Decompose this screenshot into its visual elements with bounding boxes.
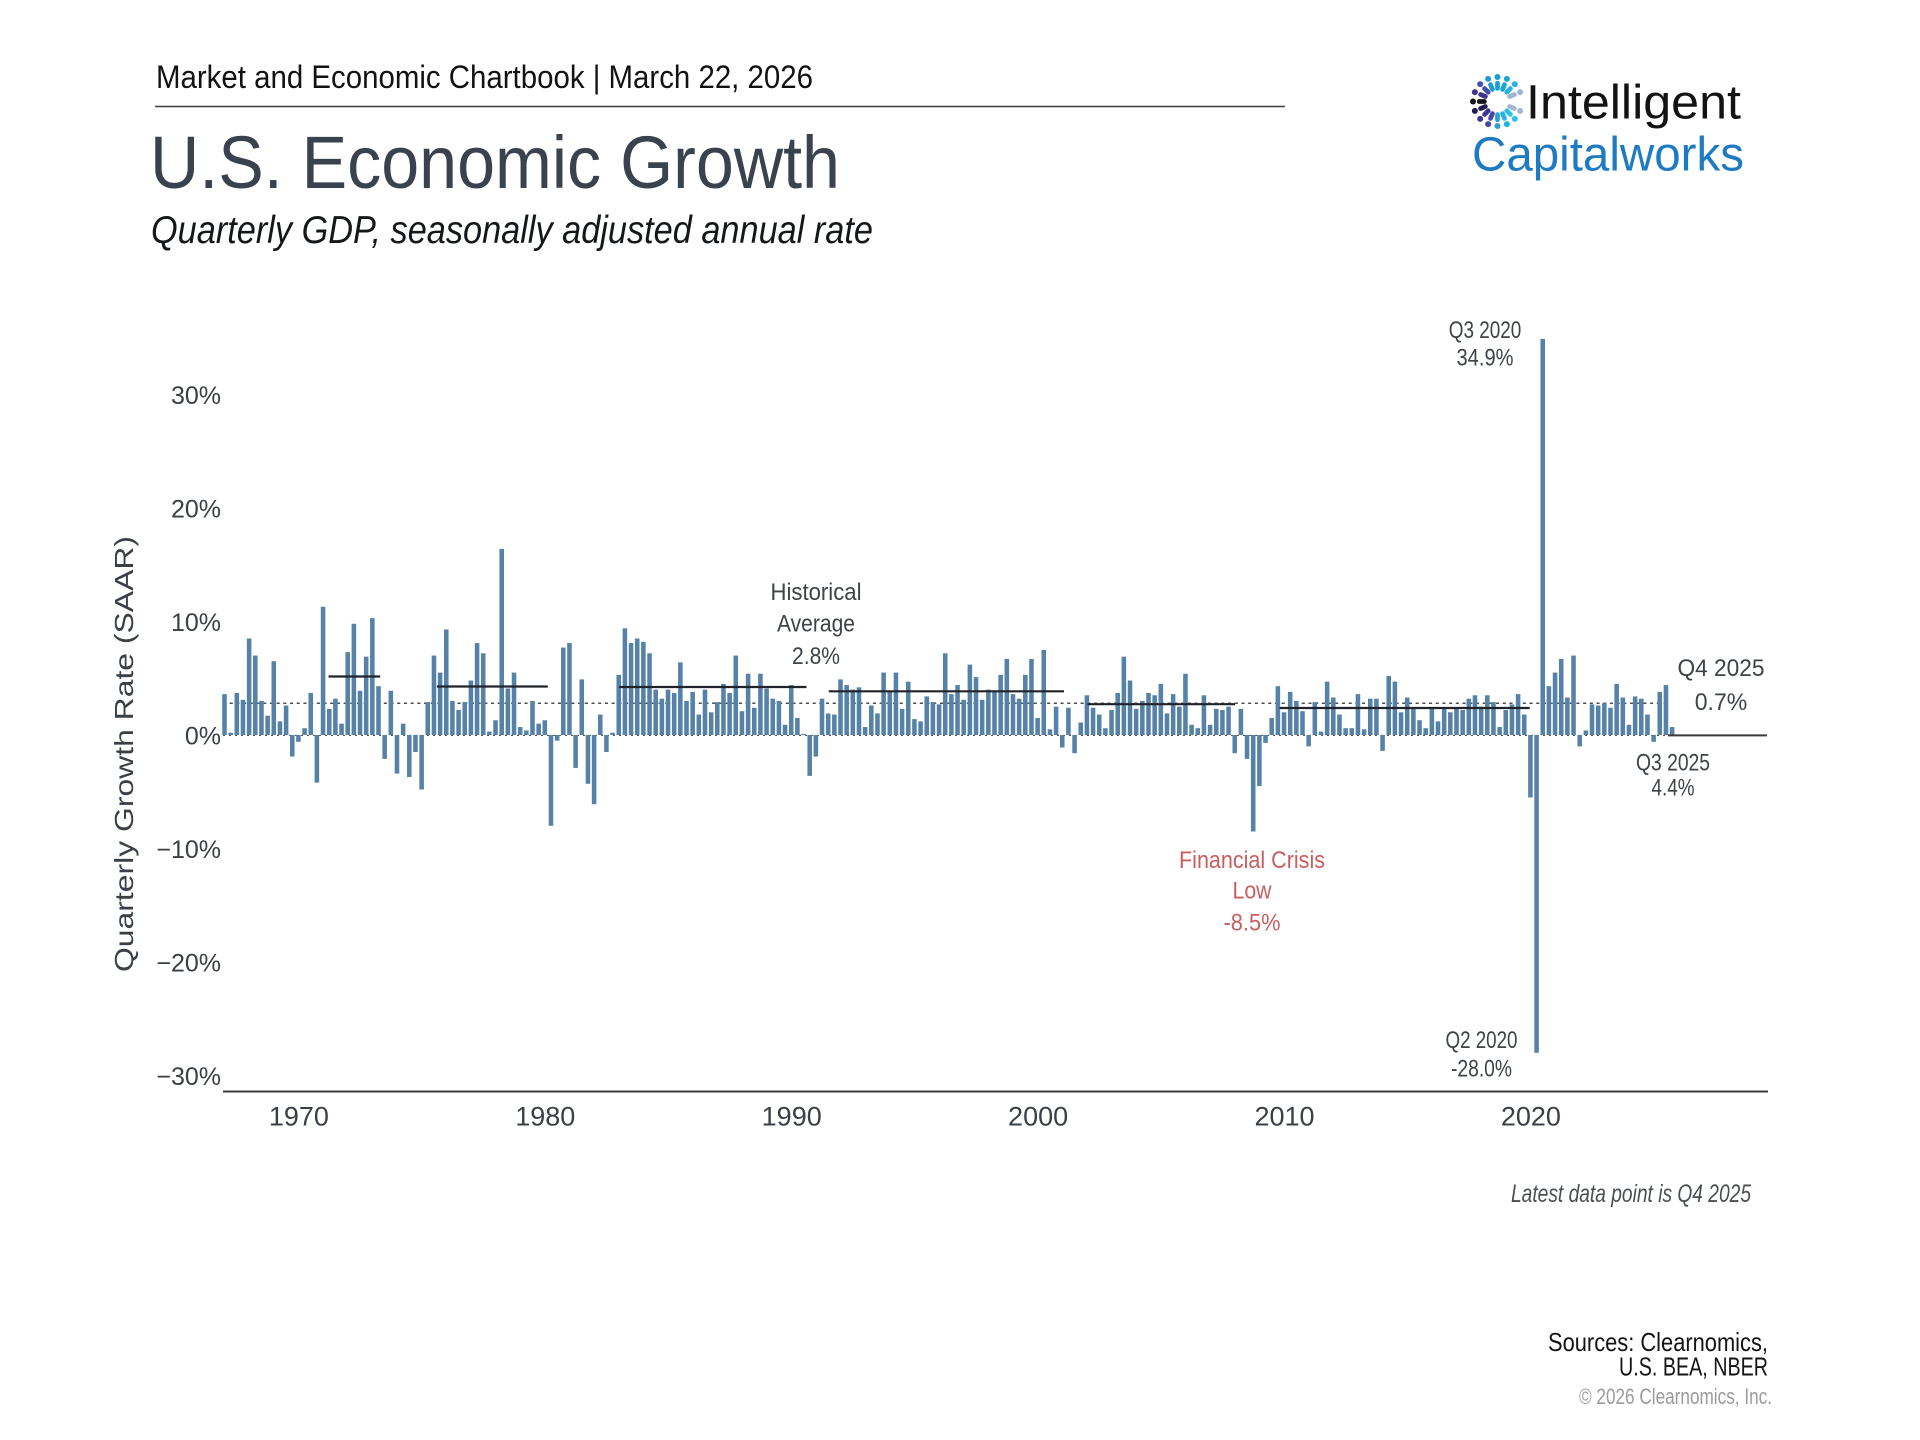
svg-text:−10%: −10% <box>156 836 221 864</box>
svg-text:30%: 30% <box>171 382 221 410</box>
svg-text:Latest data point is Q4 2025: Latest data point is Q4 2025 <box>1511 1180 1751 1208</box>
svg-text:2020: 2020 <box>1501 1102 1561 1132</box>
svg-text:Low: Low <box>1233 878 1273 905</box>
svg-text:0.7%: 0.7% <box>1695 689 1748 716</box>
svg-text:U.S. Economic Growth: U.S. Economic Growth <box>150 121 840 204</box>
svg-text:-28.0%: -28.0% <box>1451 1056 1512 1083</box>
svg-text:1980: 1980 <box>515 1102 575 1132</box>
svg-text:Q3 2020: Q3 2020 <box>1449 317 1522 344</box>
svg-text:Average: Average <box>777 611 855 638</box>
svg-text:34.9%: 34.9% <box>1457 345 1514 372</box>
svg-text:4.4%: 4.4% <box>1652 775 1695 802</box>
svg-text:2000: 2000 <box>1008 1102 1068 1132</box>
svg-text:© 2026 Clearnomics, Inc.: © 2026 Clearnomics, Inc. <box>1579 1384 1772 1409</box>
svg-text:Intelligent: Intelligent <box>1526 77 1741 130</box>
svg-text:−20%: −20% <box>156 950 221 978</box>
svg-text:Q3 2025: Q3 2025 <box>1636 750 1710 777</box>
svg-text:10%: 10% <box>171 609 221 637</box>
svg-text:1970: 1970 <box>269 1102 329 1132</box>
svg-text:Sources: Clearnomics,: Sources: Clearnomics, <box>1548 1327 1768 1357</box>
svg-text:Historical: Historical <box>771 579 862 606</box>
svg-text:Financial Crisis: Financial Crisis <box>1179 847 1325 874</box>
svg-text:Market and Economic Chartbook: Market and Economic Chartbook | March 22… <box>156 59 813 95</box>
svg-text:Quarterly Growth Rate (SAAR): Quarterly Growth Rate (SAAR) <box>109 536 139 972</box>
svg-text:Quarterly GDP, seasonally adju: Quarterly GDP, seasonally adjusted annua… <box>151 209 873 252</box>
svg-text:Q4 2025: Q4 2025 <box>1678 655 1765 682</box>
svg-text:U.S. BEA, NBER: U.S. BEA, NBER <box>1619 1352 1768 1382</box>
svg-text:20%: 20% <box>171 496 221 524</box>
svg-text:2010: 2010 <box>1254 1102 1314 1132</box>
svg-text:Q2 2020: Q2 2020 <box>1446 1027 1518 1054</box>
svg-text:Capitalworks: Capitalworks <box>1472 129 1744 182</box>
svg-text:0%: 0% <box>185 723 221 751</box>
svg-text:2.8%: 2.8% <box>792 643 840 670</box>
svg-text:-8.5%: -8.5% <box>1224 910 1281 937</box>
svg-text:−30%: −30% <box>156 1063 221 1091</box>
svg-text:1990: 1990 <box>762 1102 822 1132</box>
